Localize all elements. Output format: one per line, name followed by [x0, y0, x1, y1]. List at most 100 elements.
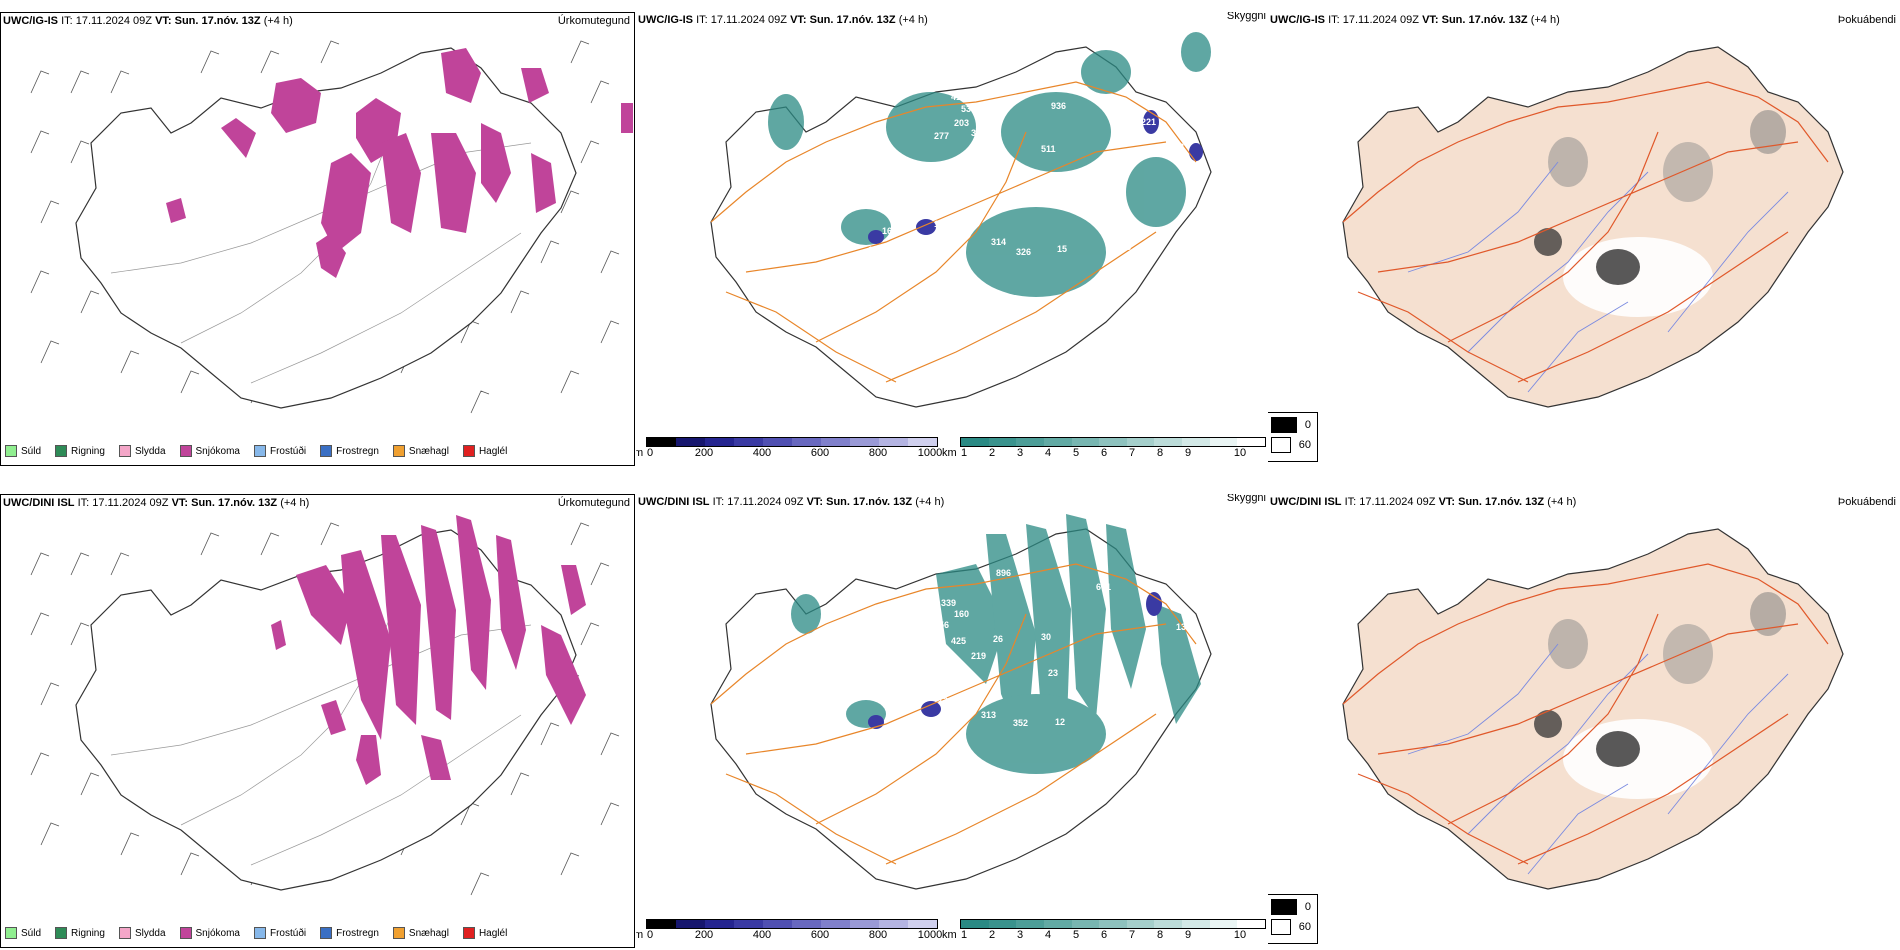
tick-label: 10: [1233, 929, 1247, 941]
visibility-colorbar: km 1 2 3 4 5 6 7 8 9 10: [942, 919, 1266, 947]
legend-item: Slydda: [118, 927, 166, 939]
fog-legend-item: 0: [1271, 417, 1311, 433]
tick-label: 8: [1156, 447, 1164, 459]
tick-label: 200: [694, 447, 714, 459]
fog-shading: [1534, 110, 1786, 317]
tick-label: 600: [810, 447, 830, 459]
model-name: UWC/IG-IS: [3, 15, 58, 27]
legend-label: Súld: [21, 445, 42, 457]
fog-legend-item: 0: [1271, 899, 1311, 915]
tick-label: 6: [1100, 929, 1108, 941]
legend-swatch: [118, 445, 131, 457]
visibility-label: 160: [954, 609, 969, 619]
legend-label: Snæhagl: [408, 927, 449, 939]
visibility-label: 254: [1114, 718, 1129, 728]
ceiling-colorbar: m 0 200 400 600 800 1000: [636, 919, 942, 947]
visibility-colorbar: km 1 2 3 4 5 6 7 8 9 10: [942, 437, 1266, 465]
it-label: IT:: [61, 15, 73, 27]
legend-item: Snæhagl: [392, 445, 449, 457]
tick-label: 200: [694, 929, 714, 941]
roads-red: [1342, 563, 1829, 865]
legend-swatch: [392, 927, 405, 939]
visibility-streaks: [791, 514, 1201, 774]
vt-label: VT:: [806, 496, 824, 508]
tick-label: 4: [1044, 929, 1052, 941]
tick-label: 1000: [917, 447, 943, 459]
tick-label: 800: [868, 447, 888, 459]
visibility-label: 221: [1141, 117, 1156, 127]
visibility-label: 352: [1013, 718, 1028, 728]
vt-label: VT:: [155, 15, 172, 27]
tick-label: 9: [1184, 929, 1192, 941]
snow-areas: [166, 48, 633, 278]
ceiling-unit: m: [636, 929, 644, 941]
legend-item: Rigning: [55, 927, 105, 939]
panel-header: UWC/DINI ISL IT: 17.11.2024 09Z VT: Sun.…: [1270, 496, 1576, 508]
precip-legend: Súld Rigning Slydda Snjókoma Frostúði Fr…: [5, 445, 507, 457]
legend-swatch: [320, 445, 333, 457]
it-label: IT:: [1328, 14, 1340, 26]
visibility-value-labels: 339 896 160 601 156 26 425 30 219 23 21 …: [886, 568, 1186, 728]
legend-item: Snæhagl: [392, 927, 449, 939]
legend-item: Snjókoma: [179, 927, 240, 939]
fog-legend-swatch: [1271, 437, 1291, 453]
model-name: UWC/DINI ISL: [3, 497, 75, 509]
visibility-label: 152: [934, 219, 949, 229]
roads-orange: [710, 563, 1197, 865]
ceiling-colorbar-strip: [646, 437, 938, 447]
visibility-label: 535: [961, 104, 976, 114]
lead-time: (+4 h): [1547, 496, 1577, 508]
tick-label: 800: [868, 929, 888, 941]
legend-label: Snæhagl: [408, 445, 449, 457]
roads-orange: [710, 81, 1197, 383]
vt-value: Sun. 17.nóv. 13Z: [809, 14, 896, 26]
fog-panel-row1: UWC/IG-IS IT: 17.11.2024 09Z VT: Sun. 17…: [1268, 12, 1900, 466]
vt-label: VT:: [1422, 14, 1439, 26]
model-name: UWC/IG-IS: [1270, 14, 1325, 26]
legend-item: Rigning: [55, 445, 105, 457]
legend-item: Slydda: [118, 445, 166, 457]
panel-title-precip: Úrkomutegund: [557, 497, 630, 509]
model-name: UWC/IG-IS: [638, 14, 693, 26]
visibility-label: 23: [1048, 668, 1058, 678]
legend-label: Frostúði: [269, 927, 307, 939]
visibility-value-labels: 419 535 203 277 38 282 194 936 511 221 1…: [868, 92, 1184, 257]
legend-swatch: [55, 927, 68, 939]
it-value: 17.11.2024 09Z: [92, 497, 169, 509]
visibility-label: 167: [882, 226, 897, 236]
legend-label: Slydda: [134, 445, 166, 457]
visibility-label: 30: [1041, 632, 1051, 642]
legend-swatch: [462, 445, 475, 457]
tick-label: 400: [752, 447, 772, 459]
model-name: UWC/DINI ISL: [638, 496, 710, 508]
ceiling-colorbar: m 0 200 400 600 800 1000: [636, 437, 942, 465]
legend-swatch: [320, 927, 333, 939]
visibility-colorbar-strip: [960, 437, 1266, 447]
panel-header: UWC/DINI ISL IT: 17.11.2024 09Z VT: Sun.…: [638, 496, 944, 508]
fog-legend-swatch: [1271, 417, 1297, 433]
visibility-label: 219: [971, 651, 986, 661]
tick-label: 1000: [917, 929, 943, 941]
visibility-label: 13: [1176, 622, 1186, 632]
it-value: 17.11.2024 09Z: [75, 15, 152, 27]
fog-shading: [1534, 592, 1786, 799]
legend-swatch: [118, 927, 131, 939]
visibility-label: 511: [1041, 144, 1056, 154]
vt-label: VT:: [1438, 496, 1456, 508]
panel-title-fog: Þokuábendi: [1837, 496, 1896, 508]
panel-title-precip: Úrkomutegund: [557, 15, 630, 27]
it-label: IT:: [77, 497, 90, 509]
precip-panel-row1: UWC/IG-IS IT: 17.11.2024 09Z VT: Sun. 17…: [0, 12, 635, 466]
legend-label: Frostregn: [336, 927, 379, 939]
visibility-map-row1: 419 535 203 277 38 282 194 936 511 221 1…: [710, 32, 1212, 408]
visibility-label: 13: [1174, 142, 1184, 152]
tick-label: 2: [988, 929, 996, 941]
visibility-panel-row1: 419 535 203 277 38 282 194 936 511 221 1…: [636, 12, 1270, 466]
it-value: 17.11.2024 09Z: [710, 14, 787, 26]
legend-swatch: [179, 445, 192, 457]
vt-label: VT:: [790, 14, 807, 26]
visibility-label: 601: [1096, 582, 1111, 592]
tick-label: 0: [646, 929, 654, 941]
it-label: IT:: [712, 496, 725, 508]
visibility-label: 12: [1055, 717, 1065, 727]
